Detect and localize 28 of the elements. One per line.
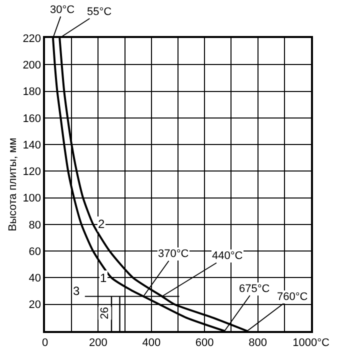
- y-tick-label: 40: [28, 272, 42, 285]
- y-tick-label: 60: [28, 246, 42, 258]
- annotation: 30°C: [50, 4, 75, 16]
- annotation: 440°C: [212, 250, 243, 262]
- y-tick-label: 200: [22, 59, 42, 72]
- annotation: 55°C: [87, 6, 112, 18]
- annotation: 26: [98, 306, 111, 320]
- x-tick-label: 1000°C: [292, 336, 330, 349]
- y-tick-label: 80: [28, 219, 42, 232]
- x-tick-label: 0: [42, 336, 48, 349]
- x-tick-label: 400: [142, 336, 161, 349]
- y-tick-label: 20: [28, 299, 42, 312]
- series-label: 1: [100, 271, 107, 285]
- y-tick-label: 160: [22, 112, 42, 125]
- y-tick-label: 120: [22, 166, 42, 178]
- series-label: 2: [98, 217, 105, 231]
- annotation: 370°C: [158, 248, 189, 260]
- y-tick-label: 140: [22, 139, 42, 152]
- x-tick-label: 200: [89, 336, 108, 349]
- x-tick-label: 800: [248, 336, 267, 349]
- x-tick-label: 600: [195, 336, 214, 349]
- series-label: 3: [73, 284, 80, 298]
- annotation: 760°C: [277, 291, 308, 303]
- y-axis-title: Высота плиты, мм: [6, 138, 19, 232]
- y-tick-label: 100: [22, 192, 42, 205]
- y-tick-label: 220: [22, 32, 42, 45]
- annotation: 675°C: [239, 283, 270, 295]
- y-tick-label: 180: [22, 86, 42, 98]
